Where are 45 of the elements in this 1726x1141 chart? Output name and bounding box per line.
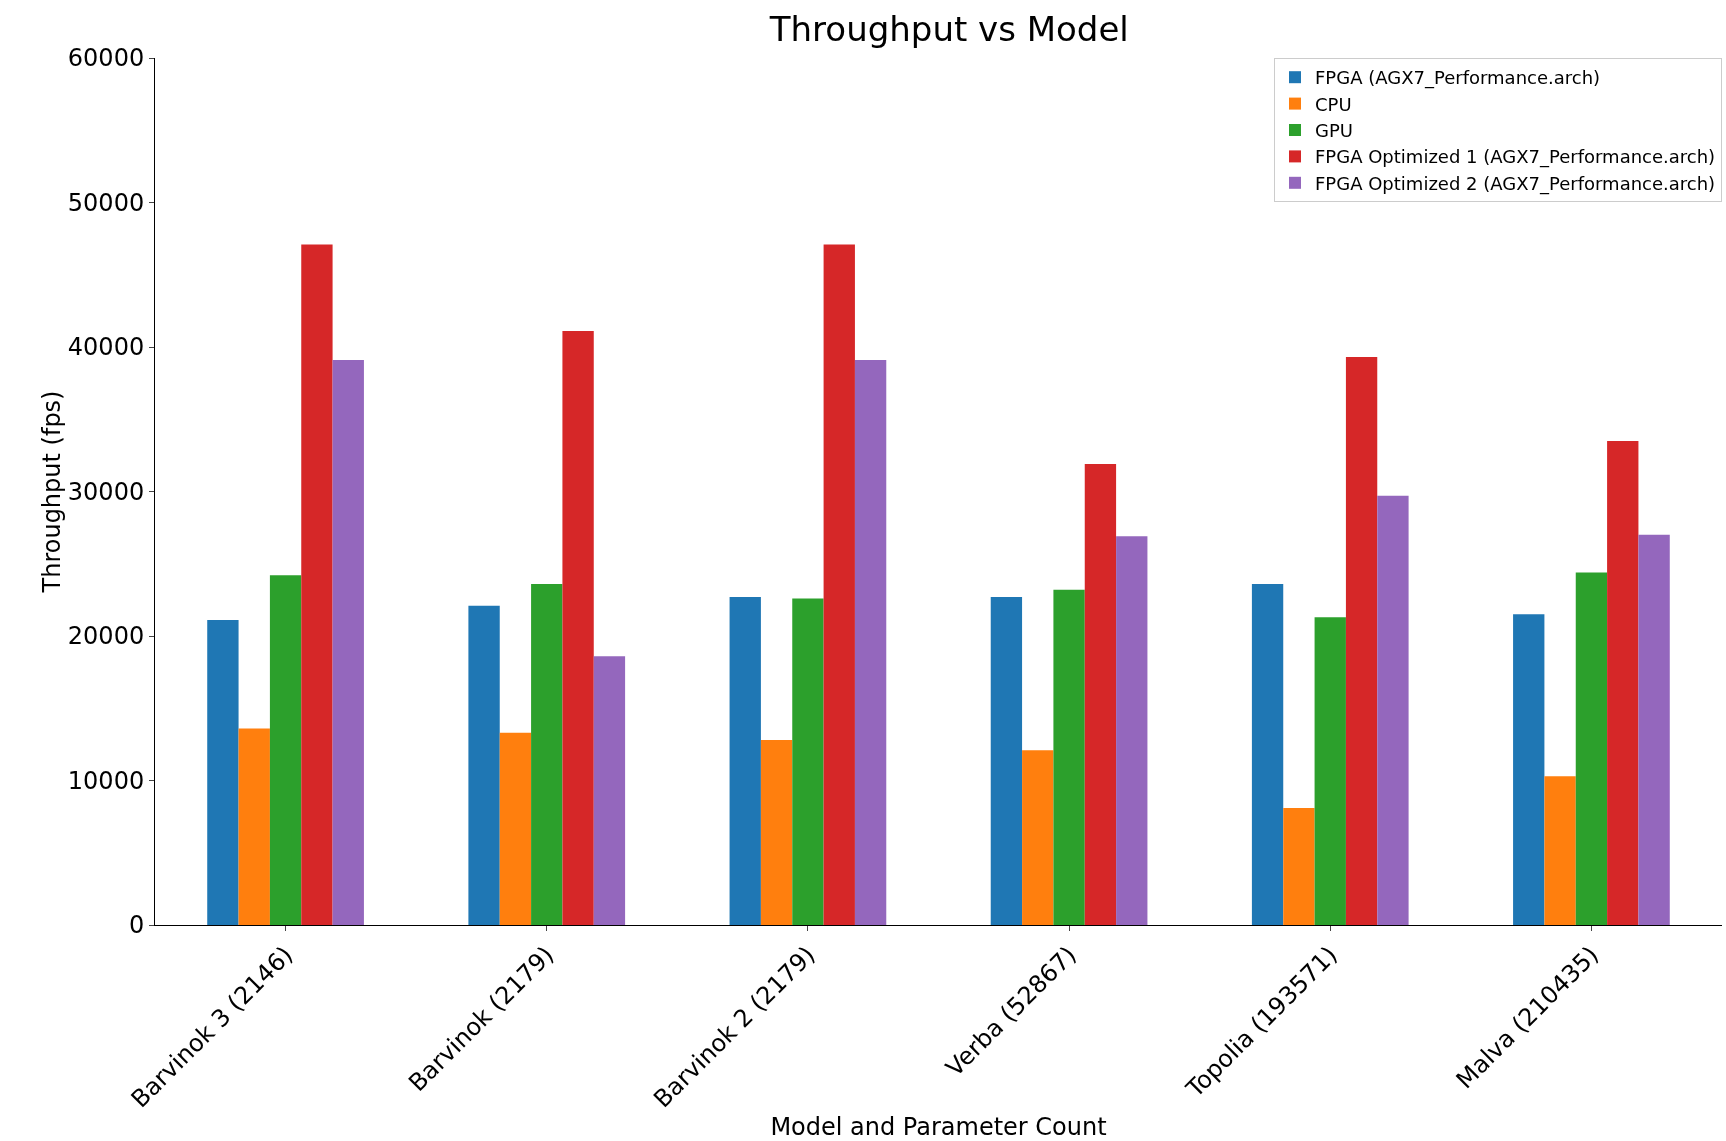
bar bbox=[499, 732, 532, 925]
bar bbox=[332, 360, 364, 925]
bar bbox=[468, 605, 500, 925]
bar bbox=[823, 244, 855, 925]
bar bbox=[269, 575, 302, 925]
bar bbox=[1084, 464, 1117, 925]
bar bbox=[1116, 536, 1148, 925]
y-tick-label: 10000 bbox=[67, 766, 145, 795]
bar bbox=[531, 583, 563, 925]
bar bbox=[1251, 583, 1284, 925]
legend-label: FPGA (AGX7_Performance.arch) bbox=[1315, 67, 1601, 90]
y-tick-label: 0 bbox=[128, 911, 145, 940]
bar bbox=[729, 596, 761, 925]
bar bbox=[1607, 440, 1639, 925]
bar bbox=[593, 656, 626, 925]
bar bbox=[1513, 614, 1545, 925]
legend-label: GPU bbox=[1315, 120, 1353, 142]
bar bbox=[1345, 357, 1378, 925]
y-tick-label: 60000 bbox=[67, 44, 145, 73]
bar bbox=[1377, 495, 1409, 925]
bar bbox=[207, 620, 239, 925]
chart-title: Throughput vs Model bbox=[768, 8, 1129, 49]
y-tick-label: 30000 bbox=[67, 477, 145, 506]
bar bbox=[760, 740, 793, 925]
legend-label: CPU bbox=[1315, 93, 1352, 115]
bar bbox=[990, 596, 1023, 925]
legend-label: FPGA Optimized 2 (AGX7_Performance.arch) bbox=[1315, 172, 1716, 195]
bar bbox=[1575, 572, 1608, 925]
legend-label: FPGA Optimized 1 (AGX7_Performance.arch) bbox=[1315, 146, 1716, 169]
bar bbox=[1053, 589, 1085, 925]
bar bbox=[562, 331, 594, 925]
bar bbox=[1314, 617, 1346, 925]
y-tick-label: 20000 bbox=[67, 622, 145, 651]
x-axis-title: Model and Parameter Count bbox=[770, 1113, 1107, 1141]
bar bbox=[1022, 750, 1054, 925]
bar bbox=[301, 244, 333, 925]
bar bbox=[792, 598, 824, 925]
bar bbox=[1544, 776, 1576, 925]
y-axis-title: Throughput (fps) bbox=[37, 390, 66, 594]
bar bbox=[854, 360, 887, 925]
bar bbox=[238, 728, 270, 925]
y-tick-label: 40000 bbox=[67, 333, 145, 362]
y-tick-label: 50000 bbox=[67, 188, 145, 217]
bar bbox=[1638, 534, 1670, 925]
bar bbox=[1283, 807, 1315, 925]
